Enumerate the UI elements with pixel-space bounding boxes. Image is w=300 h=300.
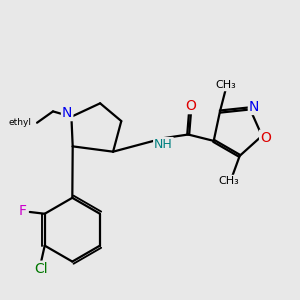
Text: F: F — [19, 204, 27, 218]
Text: NH: NH — [154, 138, 173, 151]
Text: CH₃: CH₃ — [219, 176, 239, 186]
Text: Cl: Cl — [34, 262, 48, 276]
Text: N: N — [249, 100, 259, 114]
Text: N: N — [62, 106, 72, 120]
Text: CH₃: CH₃ — [215, 80, 236, 90]
Text: O: O — [185, 99, 196, 113]
Text: O: O — [260, 130, 271, 145]
Text: ethyl: ethyl — [9, 118, 32, 127]
